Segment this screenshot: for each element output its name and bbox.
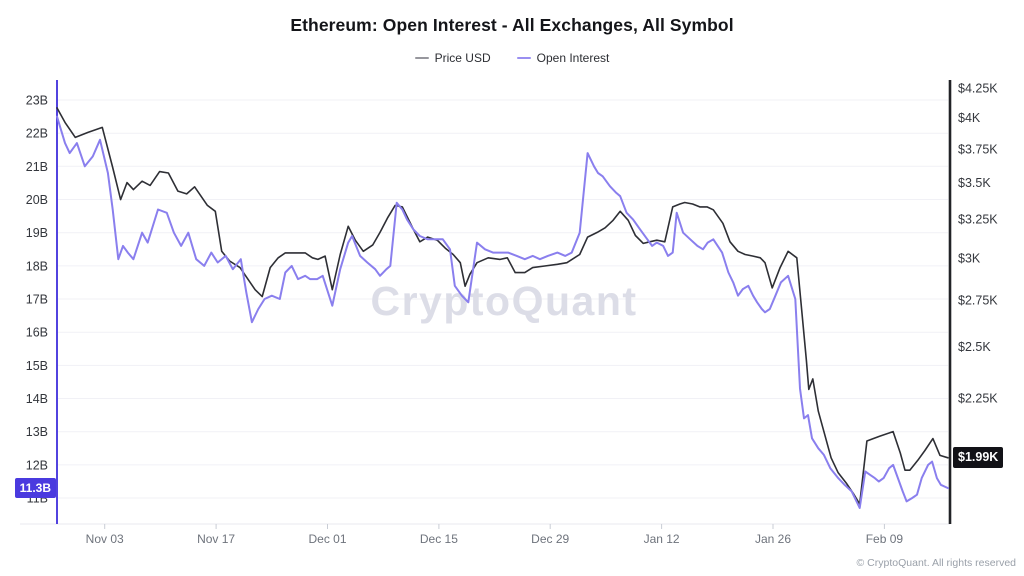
left-axis-tick-label: 14B [26, 392, 48, 406]
x-axis-tick-label: Jan 26 [755, 532, 791, 546]
right-axis-tick-label: $4K [958, 111, 981, 125]
chart-title: Ethereum: Open Interest - All Exchanges,… [290, 15, 734, 35]
x-axis-tick-label: Nov 03 [86, 532, 124, 546]
left-axis-tick-label: 20B [26, 193, 48, 207]
price-current-badge: $1.99K [953, 447, 1004, 468]
cryptoquant-watermark: CryptoQuant [370, 278, 637, 324]
left-axis-tick-label: 16B [26, 326, 48, 340]
right-axis-tick-label: $2.75K [958, 294, 998, 308]
legend-label-price: Price USD [434, 51, 491, 65]
left-axis-tick-label: 22B [26, 127, 48, 141]
price-legend-swatch-icon [414, 57, 429, 59]
legend-item-open-interest[interactable]: Open Interest [516, 51, 610, 65]
right-axis-tick-label: $3.25K [958, 212, 998, 226]
right-axis-tick-label: $2.25K [958, 392, 998, 406]
right-axis-tick-label: $4.25K [958, 82, 998, 96]
x-axis-tick-label: Dec 29 [531, 532, 569, 546]
copyright-notice: © CryptoQuant. All rights reserved [856, 557, 1016, 569]
chart-legend: Price USD Open Interest [0, 51, 1024, 65]
open-interest-line [56, 115, 949, 509]
left-axis-tick-label: 18B [26, 259, 48, 273]
legend-label-open-interest: Open Interest [536, 51, 610, 65]
open-interest-current-badge: 11.3B [14, 478, 56, 498]
left-axis-tick-label: 15B [26, 359, 48, 373]
right-axis-tick-label: $3K [958, 251, 981, 265]
legend-item-price[interactable]: Price USD [414, 51, 491, 65]
x-axis-tick-label: Dec 01 [308, 532, 346, 546]
left-axis-tick-label: 12B [26, 458, 48, 472]
right-axis-tick-label: $3.75K [958, 143, 998, 157]
x-axis-tick-label: Feb 09 [866, 532, 904, 546]
left-axis-tick-label: 13B [26, 425, 48, 439]
right-axis-tick-label: $2.5K [958, 340, 991, 354]
x-axis-tick-label: Jan 12 [644, 532, 680, 546]
open-interest-legend-swatch-icon [516, 57, 531, 59]
right-axis-tick-label: $3.5K [958, 176, 991, 190]
left-axis-tick-label: 23B [26, 94, 48, 108]
left-axis-tick-label: 17B [26, 293, 48, 307]
x-axis-tick-label: Dec 15 [420, 532, 458, 546]
left-axis-tick-label: 21B [26, 160, 48, 174]
x-axis-tick-label: Nov 17 [197, 532, 235, 546]
chart-plot-area[interactable] [57, 80, 948, 524]
left-axis-tick-label: 19B [26, 226, 48, 240]
